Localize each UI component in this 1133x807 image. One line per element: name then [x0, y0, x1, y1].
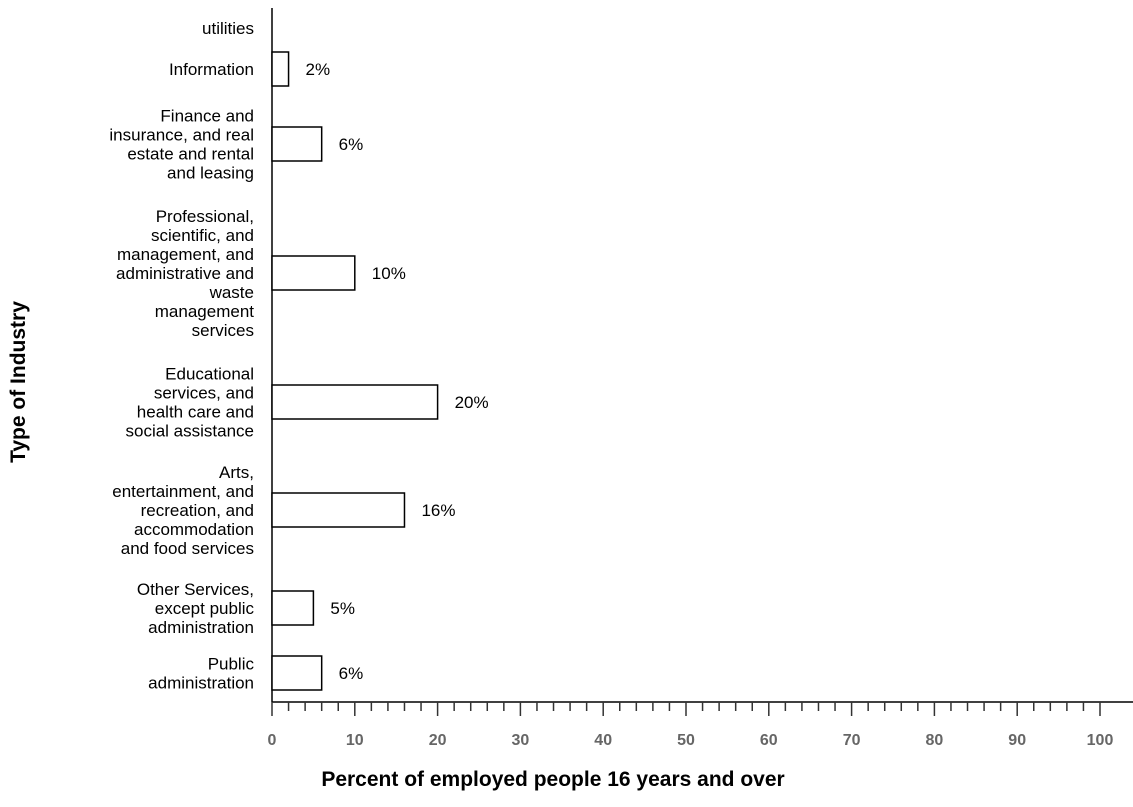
category-label: Arts, entertainment, and recreation, and ac…	[112, 463, 254, 558]
data-label: 10%	[372, 264, 406, 283]
x-axis-tick-labels: 0 10 20 30 40 50 60 70 80 90 100	[268, 732, 1114, 749]
bar	[271, 126, 323, 162]
x-tick-label: 80	[926, 732, 944, 749]
x-tick-label: 0	[268, 732, 277, 749]
x-tick-label: 90	[1008, 732, 1026, 749]
x-tick-label: 30	[512, 732, 530, 749]
x-tick-label: 50	[677, 732, 695, 749]
y-axis-title: Type of Industry	[7, 301, 30, 463]
category-label: Finance and insurance, and real estate and…	[109, 107, 254, 183]
category-label: utilities	[202, 19, 254, 38]
data-label: 6%	[339, 135, 364, 154]
category-labels: utilities Information Finance and insurance…	[109, 19, 254, 693]
category-label: Information	[169, 60, 254, 79]
category-label: Professional, scientific, and management, …	[116, 207, 254, 340]
x-tick-label: 40	[594, 732, 612, 749]
bar	[271, 51, 290, 87]
x-tick-label: 60	[760, 732, 778, 749]
bar	[271, 255, 356, 291]
bars	[271, 51, 439, 691]
data-label: 6%	[339, 664, 364, 683]
data-labels: 2% 6% 10% 20% 16% 5% 6%	[306, 60, 489, 683]
data-label: 16%	[421, 501, 455, 520]
x-tick-label: 10	[346, 732, 364, 749]
bar	[271, 492, 406, 528]
category-label: Public administration	[148, 655, 254, 693]
category-label: Other Services, except public administrati…	[137, 580, 255, 637]
x-axis-ticks	[271, 702, 1101, 716]
bar	[271, 384, 439, 420]
x-tick-label: 100	[1087, 732, 1114, 749]
x-axis-title: Percent of employed people 16 years and …	[321, 768, 784, 791]
bar	[271, 590, 315, 626]
data-label: 2%	[306, 60, 331, 79]
x-tick-label: 20	[429, 732, 447, 749]
data-label: 5%	[330, 599, 355, 618]
category-label: Educational services, and health care and s…	[125, 365, 254, 441]
x-tick-label: 70	[843, 732, 861, 749]
data-label: 20%	[455, 393, 489, 412]
bar	[271, 655, 323, 691]
